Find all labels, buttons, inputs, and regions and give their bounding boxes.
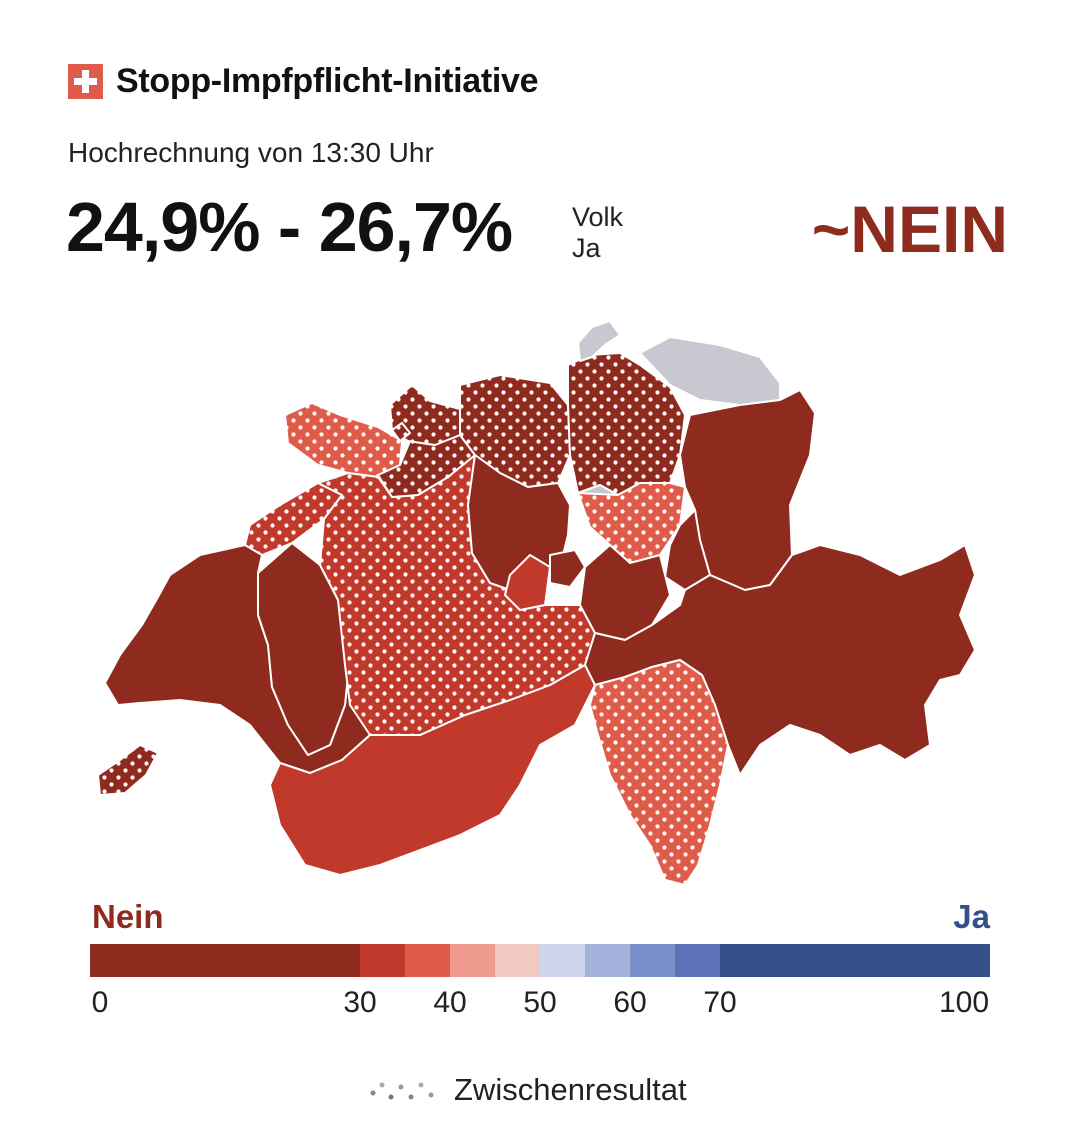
vote-label-ja: Ja	[572, 233, 601, 263]
scale-segment-6	[585, 944, 630, 977]
canton-sh	[577, 320, 621, 362]
scale-tick-60: 60	[613, 986, 647, 1019]
legend-nein-label: Nein	[92, 898, 164, 935]
scale-segment-3	[450, 944, 495, 977]
scale-segment-4	[495, 944, 540, 977]
projection-time: Hochrechnung von 13:30 Uhr	[68, 137, 434, 168]
scale-tick-30: 30	[343, 986, 377, 1019]
scale-segment-9	[720, 944, 990, 977]
vote-label-volk: Volk	[572, 202, 624, 232]
scale-tick-50: 50	[523, 986, 557, 1019]
canton-ju	[284, 402, 403, 478]
scale-tick-0: 0	[91, 986, 109, 1019]
color-scale	[90, 944, 990, 977]
scale-segment-8	[675, 944, 720, 977]
page-title: Stopp-Impfpflicht-Initiative	[116, 62, 539, 100]
result-range: 24,9% - 26,7%	[66, 188, 513, 266]
interim-legend: Zwischenresultat	[368, 1072, 687, 1108]
canton-ti	[589, 659, 729, 886]
scale-segment-0	[90, 944, 360, 977]
scale-tick-70: 70	[703, 986, 737, 1019]
canton-ur	[579, 544, 671, 641]
canton-ge	[97, 744, 159, 796]
verdict: ~NEIN	[811, 192, 1008, 266]
scale-segment-7	[630, 944, 675, 977]
title-row: Stopp-Impfpflicht-Initiative	[68, 62, 539, 101]
canton-ow	[504, 554, 551, 611]
scale-tick-40: 40	[433, 986, 467, 1019]
dot-pattern-icon	[370, 1082, 434, 1100]
canton-nw	[549, 549, 586, 588]
swiss-flag-icon	[68, 64, 103, 99]
scale-segment-5	[540, 944, 585, 977]
interim-label: Zwischenresultat	[454, 1072, 687, 1107]
canton-tg	[639, 336, 781, 406]
map-svg	[97, 320, 976, 886]
scale-segment-2	[405, 944, 450, 977]
switzerland-map	[80, 305, 1010, 895]
scale-tick-100: 100	[938, 986, 990, 1019]
vote-labels: Volk Ja	[572, 202, 623, 264]
legend-ja-label: Ja	[953, 898, 990, 935]
scale-segment-1	[360, 944, 405, 977]
